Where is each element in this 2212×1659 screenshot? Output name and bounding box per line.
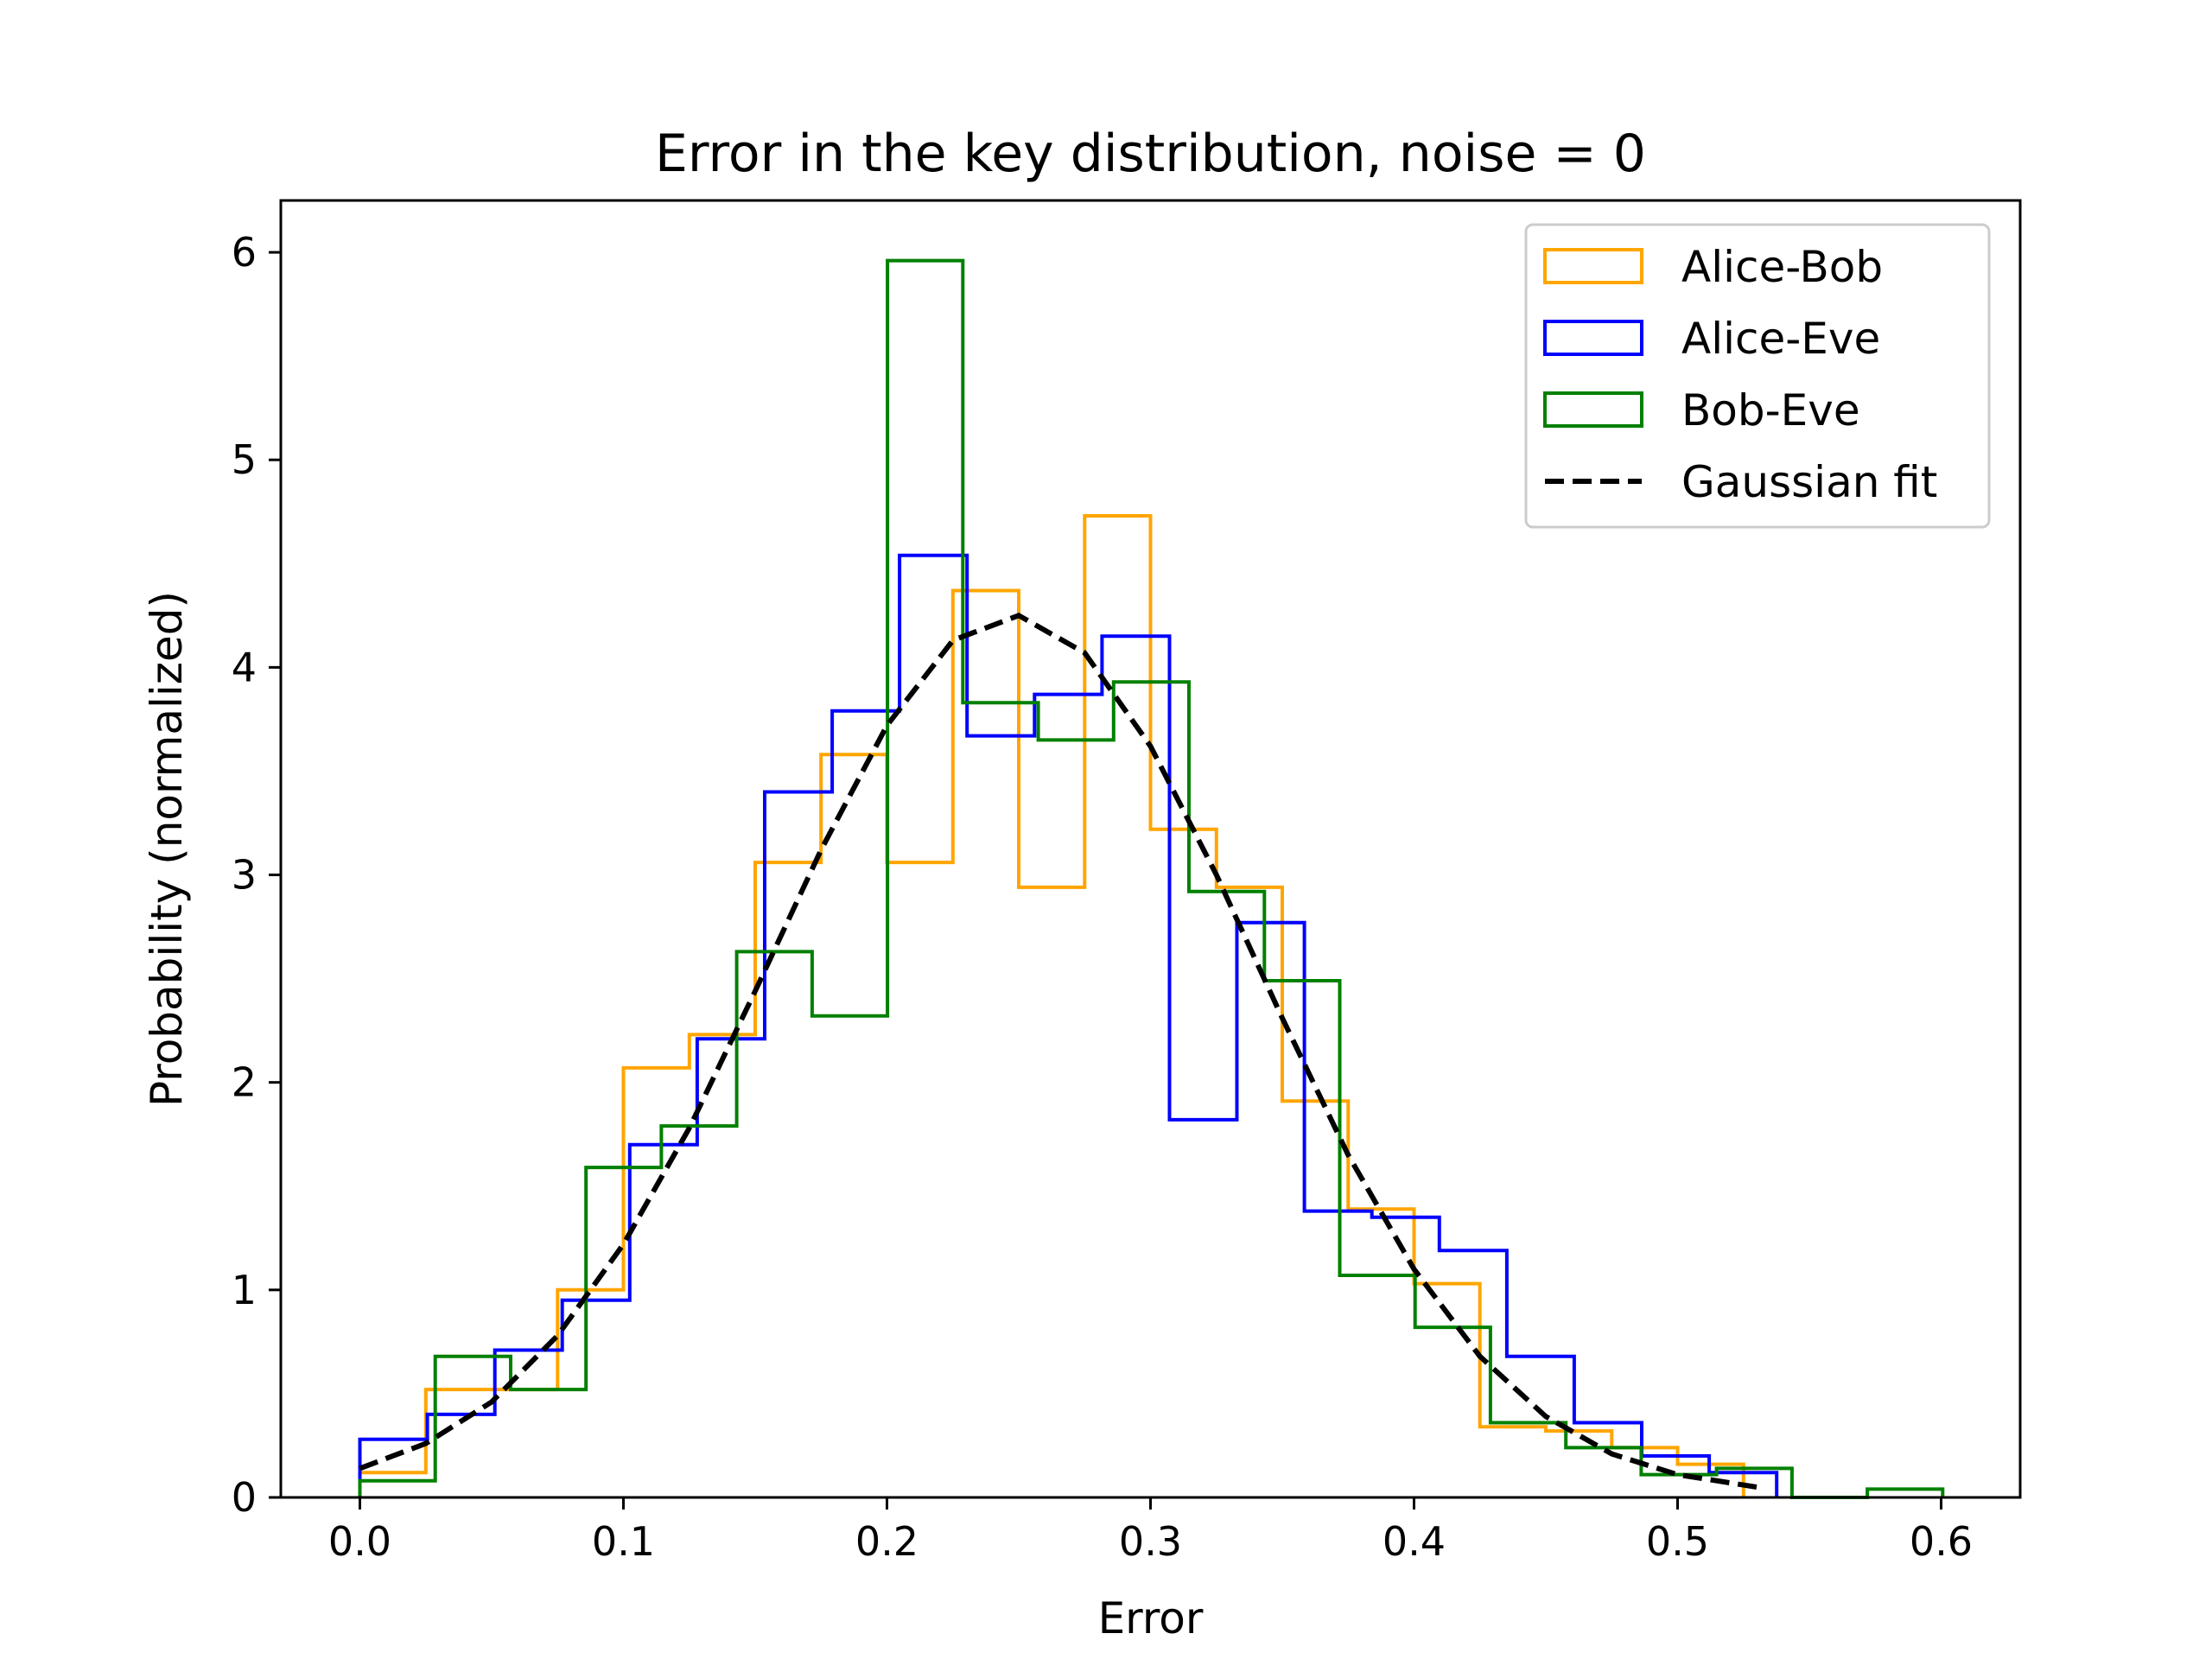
y-tick-label: 5	[232, 436, 257, 483]
legend-swatch-alice-bob	[1543, 248, 1643, 284]
x-tick-label: 0.0	[328, 1518, 391, 1565]
y-tick-label: 2	[232, 1059, 257, 1106]
legend-label-bob-eve: Bob-Eve	[1681, 385, 1860, 435]
x-tick-label: 0.5	[1646, 1518, 1709, 1565]
legend-label-gaussian-fit: Gaussian fit	[1681, 457, 1937, 507]
legend-label-alice-bob: Alice-Bob	[1681, 242, 1883, 292]
x-axis-label: Error	[1098, 1593, 1204, 1643]
legend: Alice-Bob Alice-Eve Bob-Eve Gaussian fit	[1524, 223, 1991, 529]
x-tick-label: 0.3	[1119, 1518, 1182, 1565]
series-alice-eve	[358, 553, 1779, 1497]
x-tick-label: 0.4	[1382, 1518, 1446, 1565]
series-bob-eve	[358, 258, 1945, 1499]
x-axis: 0.0 0.1 0.2 0.3 0.4 0.5 0.6	[328, 1497, 1973, 1565]
x-tick-label: 0.6	[1910, 1518, 1973, 1565]
plot-area	[279, 199, 2022, 1499]
y-tick-label: 3	[232, 852, 257, 899]
series-gaussian-fit	[359, 612, 1758, 1490]
y-tick-label: 4	[232, 644, 257, 690]
y-tick-label: 0	[232, 1474, 257, 1521]
y-tick-label: 1	[232, 1267, 257, 1313]
y-tick-label: 6	[232, 229, 257, 276]
legend-label-alice-eve: Alice-Eve	[1681, 314, 1880, 364]
x-tick-label: 0.2	[855, 1518, 918, 1565]
y-axis-label: Probability (normalized)	[142, 591, 192, 1107]
y-axis: 0 1 2 3 4 5 6	[232, 229, 281, 1521]
chart-title: Error in the key distribution, noise = 0	[655, 124, 1646, 184]
x-tick-label: 0.1	[592, 1518, 655, 1565]
legend-swatch-bob-eve	[1543, 391, 1643, 428]
legend-swatch-alice-eve	[1543, 320, 1643, 356]
series-alice-bob	[358, 514, 1745, 1497]
legend-box	[1524, 223, 1991, 529]
